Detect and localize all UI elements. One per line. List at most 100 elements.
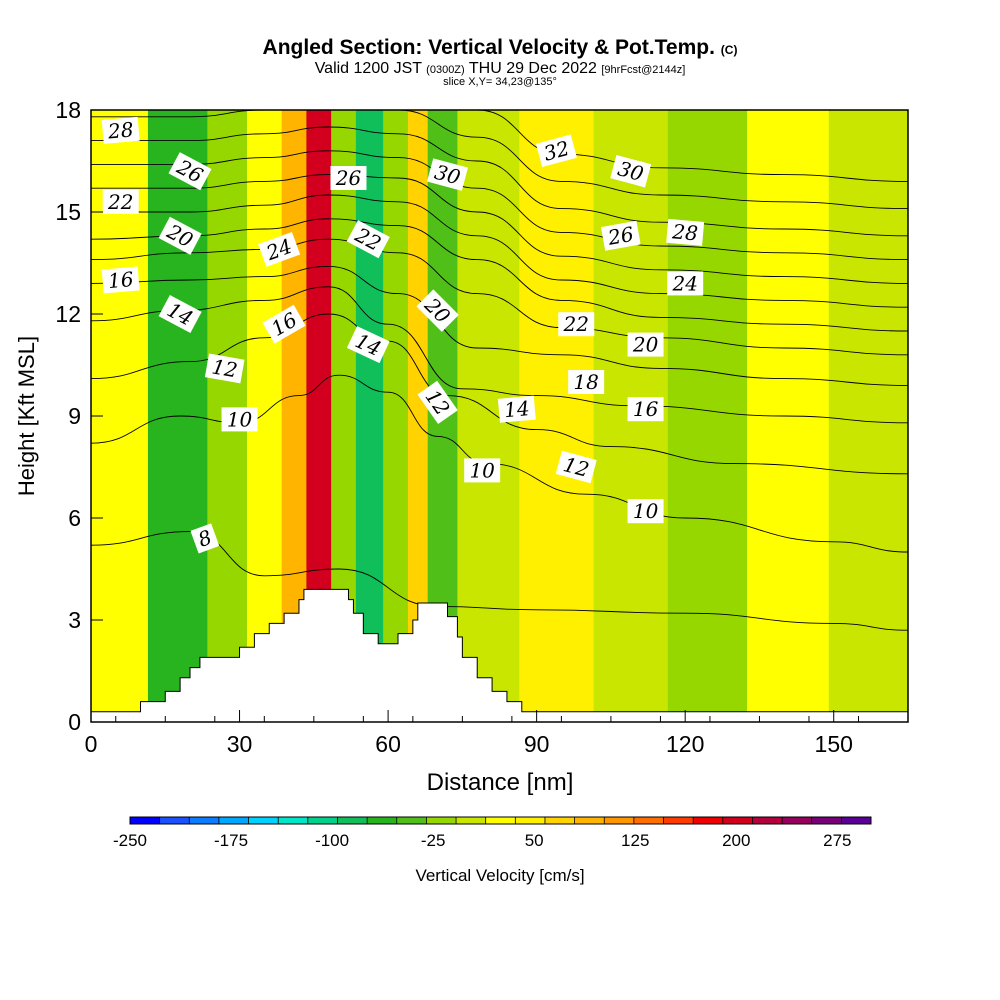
contour-label: 18: [568, 370, 605, 394]
contour-label-bg: [204, 353, 245, 384]
colorbar-tick-label: -250: [113, 831, 147, 850]
isentrope-line: [91, 174, 908, 284]
contour-label: 32: [535, 134, 577, 168]
contour-label-bg: [610, 154, 652, 188]
contour-label: 14: [497, 395, 536, 423]
x-tick-label: 90: [524, 731, 550, 757]
chart-subtitle: Valid 1200 JST (0300Z) THU 29 Dec 2022 […: [0, 60, 1000, 78]
contour-label-bg: [101, 266, 140, 294]
colorbar-swatch: [752, 817, 783, 824]
x-tick-label: 150: [815, 731, 853, 757]
isentrope-line: [91, 110, 908, 210]
colorbar-tick-label: 275: [823, 831, 851, 850]
colorbar: -250 -175 -100 -25 50 125 200 275: [113, 816, 872, 850]
contour-label-bg: [346, 326, 390, 364]
contour-label-bg: [221, 407, 258, 432]
colorbar-swatch: [782, 817, 813, 824]
contour-label-bg: [158, 294, 202, 334]
colorbar-swatch: [278, 817, 309, 824]
contour-label: 10: [464, 458, 501, 483]
y-tick-label: 6: [68, 505, 81, 531]
isentrope-line: [91, 126, 908, 237]
contour-label-text: 10: [469, 458, 495, 482]
y-tick-label: 0: [68, 709, 81, 735]
velocity-band: [407, 110, 429, 722]
x-tick-label: 120: [666, 731, 704, 757]
isentrope-line: [91, 150, 908, 261]
contour-label: 26: [601, 220, 641, 251]
colorbar-swatch: [248, 817, 279, 824]
colorbar-label: Vertical Velocity [cm/s]: [415, 866, 584, 885]
contour-label-bg: [330, 166, 367, 190]
colorbar-swatch: [130, 817, 160, 824]
contour-label-bg: [158, 216, 202, 255]
contour-label-bg: [464, 458, 501, 483]
contour-label-bg: [627, 332, 664, 357]
contour-label: 26: [330, 166, 367, 190]
contour-label-bg: [568, 370, 605, 394]
contour-label-bg: [627, 397, 664, 422]
colorbar-swatch: [693, 817, 724, 824]
colorbar-swatch: [367, 817, 398, 824]
contour-label: 30: [610, 154, 652, 188]
colorbar-swatch: [515, 817, 546, 824]
isentrope-line: [91, 238, 908, 356]
colorbar-swatch: [811, 817, 842, 824]
contour-label-bg: [427, 158, 469, 191]
contour-label-text: 28: [670, 219, 698, 245]
contour-label: 16: [101, 266, 140, 294]
contour-label: 16: [627, 397, 664, 422]
contour-label-text: 22: [107, 190, 133, 214]
contour-label-bg: [346, 220, 390, 259]
copyright-mark: (C): [720, 43, 738, 57]
y-tick-label: 3: [68, 607, 81, 633]
contour-label-bg: [627, 499, 664, 524]
contour-label-text: 26: [605, 222, 635, 250]
y-tick-label: 18: [55, 97, 81, 123]
contour-label-text: 16: [107, 267, 135, 293]
colorbar-tick-label: -25: [421, 831, 446, 850]
colorbar-swatch: [218, 817, 249, 824]
colorbar-swatch: [574, 817, 605, 824]
colorbar-swatch: [485, 817, 516, 824]
contour-label-text: 28: [106, 117, 134, 143]
contour-label-bg: [535, 134, 577, 168]
contour-label-text: 10: [633, 499, 659, 523]
colorbar-swatch: [722, 817, 753, 824]
y-axis-label: Height [Kft MSL]: [14, 336, 39, 496]
contour-label-bg: [558, 312, 595, 337]
contour-label-bg: [190, 523, 220, 554]
contour-label-bg: [102, 189, 139, 214]
colorbar-swatch: [396, 817, 427, 824]
contour-label-bg: [168, 152, 212, 191]
colorbar-tick-label: 125: [621, 831, 649, 850]
contour-label-bg: [417, 380, 458, 425]
contour-label-text: 18: [573, 370, 598, 394]
contour-label-bg: [555, 450, 597, 484]
chart-title-text: Angled Section: Vertical Velocity & Pot.…: [262, 36, 715, 59]
colorbar-swatch: [544, 817, 575, 824]
x-tick-label: 30: [227, 731, 253, 757]
contour-label: 22: [102, 189, 139, 214]
colorbar-frame: [129, 816, 872, 825]
colorbar-swatch: [663, 817, 694, 824]
contour-label: 10: [221, 407, 258, 432]
isentrope-line: [91, 218, 908, 332]
colorbar-swatch: [307, 817, 338, 824]
colorbar-swatch: [426, 817, 457, 824]
colorbar-tick-label: 50: [525, 831, 544, 850]
contour-label-text: 20: [632, 333, 659, 357]
contour-label-bg: [258, 231, 301, 267]
contour-label-text: 16: [633, 397, 659, 421]
isentrope-line: [91, 265, 908, 386]
colorbar-tick-label: -175: [214, 831, 248, 850]
contour-label: 30: [427, 158, 469, 191]
colorbar-swatch: [189, 817, 220, 824]
colorbar-swatch: [841, 817, 872, 824]
colorbar-swatch: [633, 817, 664, 824]
contour-label: 8: [190, 523, 220, 554]
slice-label: slice X,Y= 34,23@135°: [443, 76, 557, 88]
y-tick-label: 9: [68, 403, 81, 429]
